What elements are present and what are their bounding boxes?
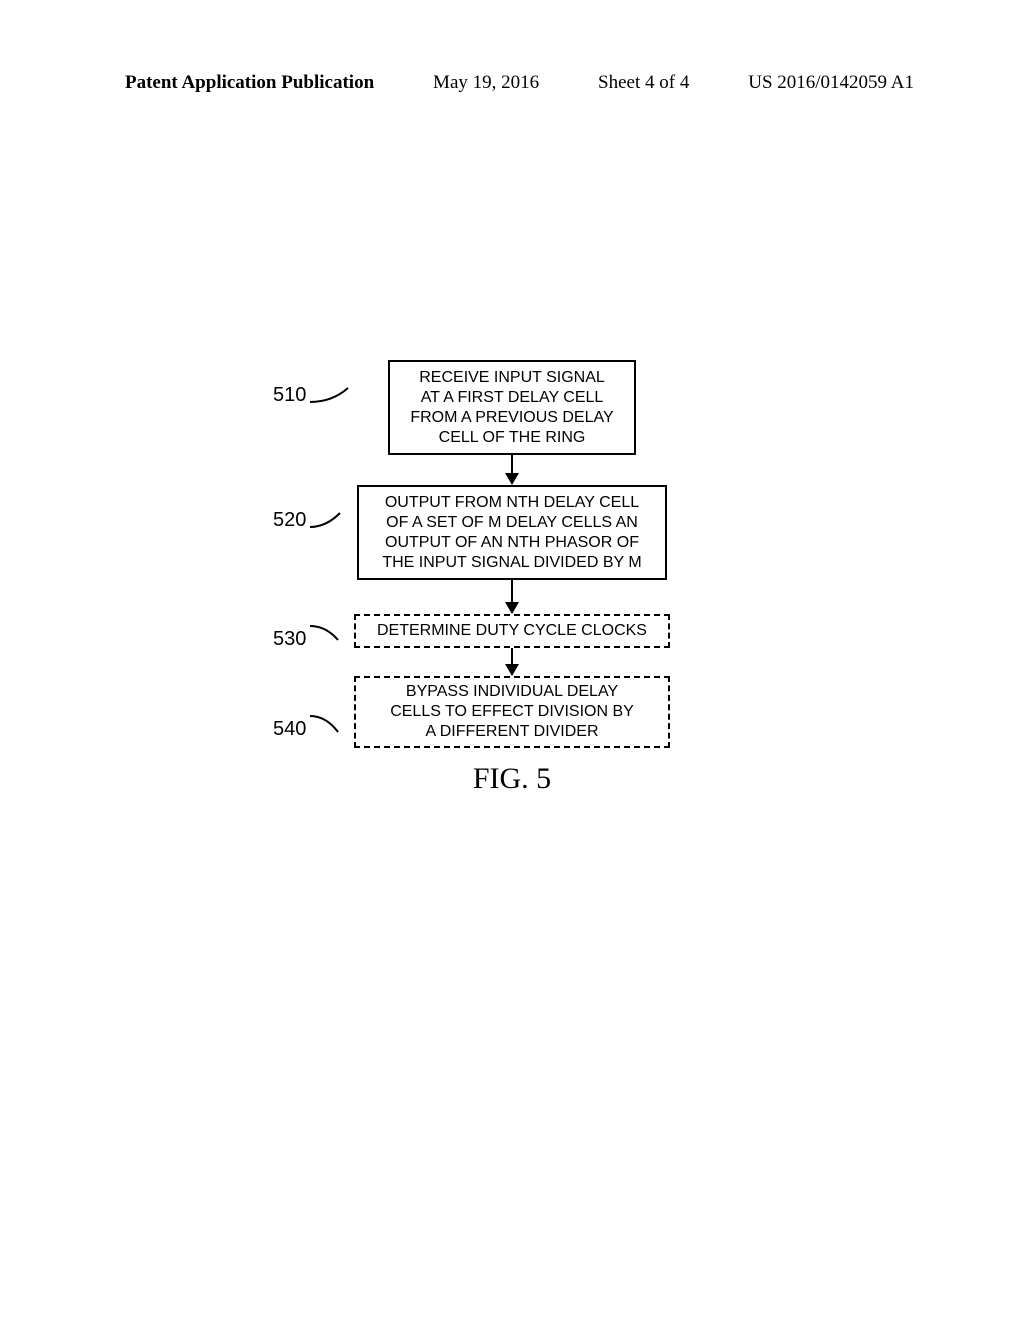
leader-line-icon xyxy=(310,622,348,644)
flowchart-node: 530 DETERMINE DUTY CYCLE CLOCKS xyxy=(0,614,1024,648)
publication-label: Patent Application Publication xyxy=(125,72,374,94)
node-box-dashed: DETERMINE DUTY CYCLE CLOCKS xyxy=(354,614,670,648)
leader-line-icon xyxy=(310,384,360,408)
flowchart-node: 540 BYPASS INDIVIDUAL DELAY CELLS TO EFF… xyxy=(0,676,1024,748)
leader-line-icon xyxy=(310,509,350,533)
arrow-down-dashed-icon xyxy=(505,580,519,614)
node-ref-label: 510 xyxy=(273,384,306,407)
flowchart: 510 RECEIVE INPUT SIGNAL AT A FIRST DELA… xyxy=(0,360,1024,796)
node-box-dashed: BYPASS INDIVIDUAL DELAY CELLS TO EFFECT … xyxy=(354,676,670,748)
node-box: RECEIVE INPUT SIGNAL AT A FIRST DELAY CE… xyxy=(388,360,636,455)
arrow-down-dashed-icon xyxy=(505,648,519,676)
flowchart-node: 510 RECEIVE INPUT SIGNAL AT A FIRST DELA… xyxy=(0,360,1024,455)
node-box: OUTPUT FROM NTH DELAY CELL OF A SET OF M… xyxy=(357,485,667,580)
leader-line-icon xyxy=(310,712,348,738)
document-number: US 2016/0142059 A1 xyxy=(748,72,914,94)
flowchart-node: 520 OUTPUT FROM NTH DELAY CELL OF A SET … xyxy=(0,485,1024,580)
node-ref-label: 520 xyxy=(273,509,306,532)
sheet-number: Sheet 4 of 4 xyxy=(598,72,689,94)
page-header: Patent Application Publication May 19, 2… xyxy=(0,72,1024,94)
arrow-down-icon xyxy=(505,455,519,485)
node-ref-label: 530 xyxy=(273,628,306,651)
node-ref-label: 540 xyxy=(273,718,306,741)
publication-date: May 19, 2016 xyxy=(433,72,539,94)
figure-caption: FIG. 5 xyxy=(473,762,551,796)
